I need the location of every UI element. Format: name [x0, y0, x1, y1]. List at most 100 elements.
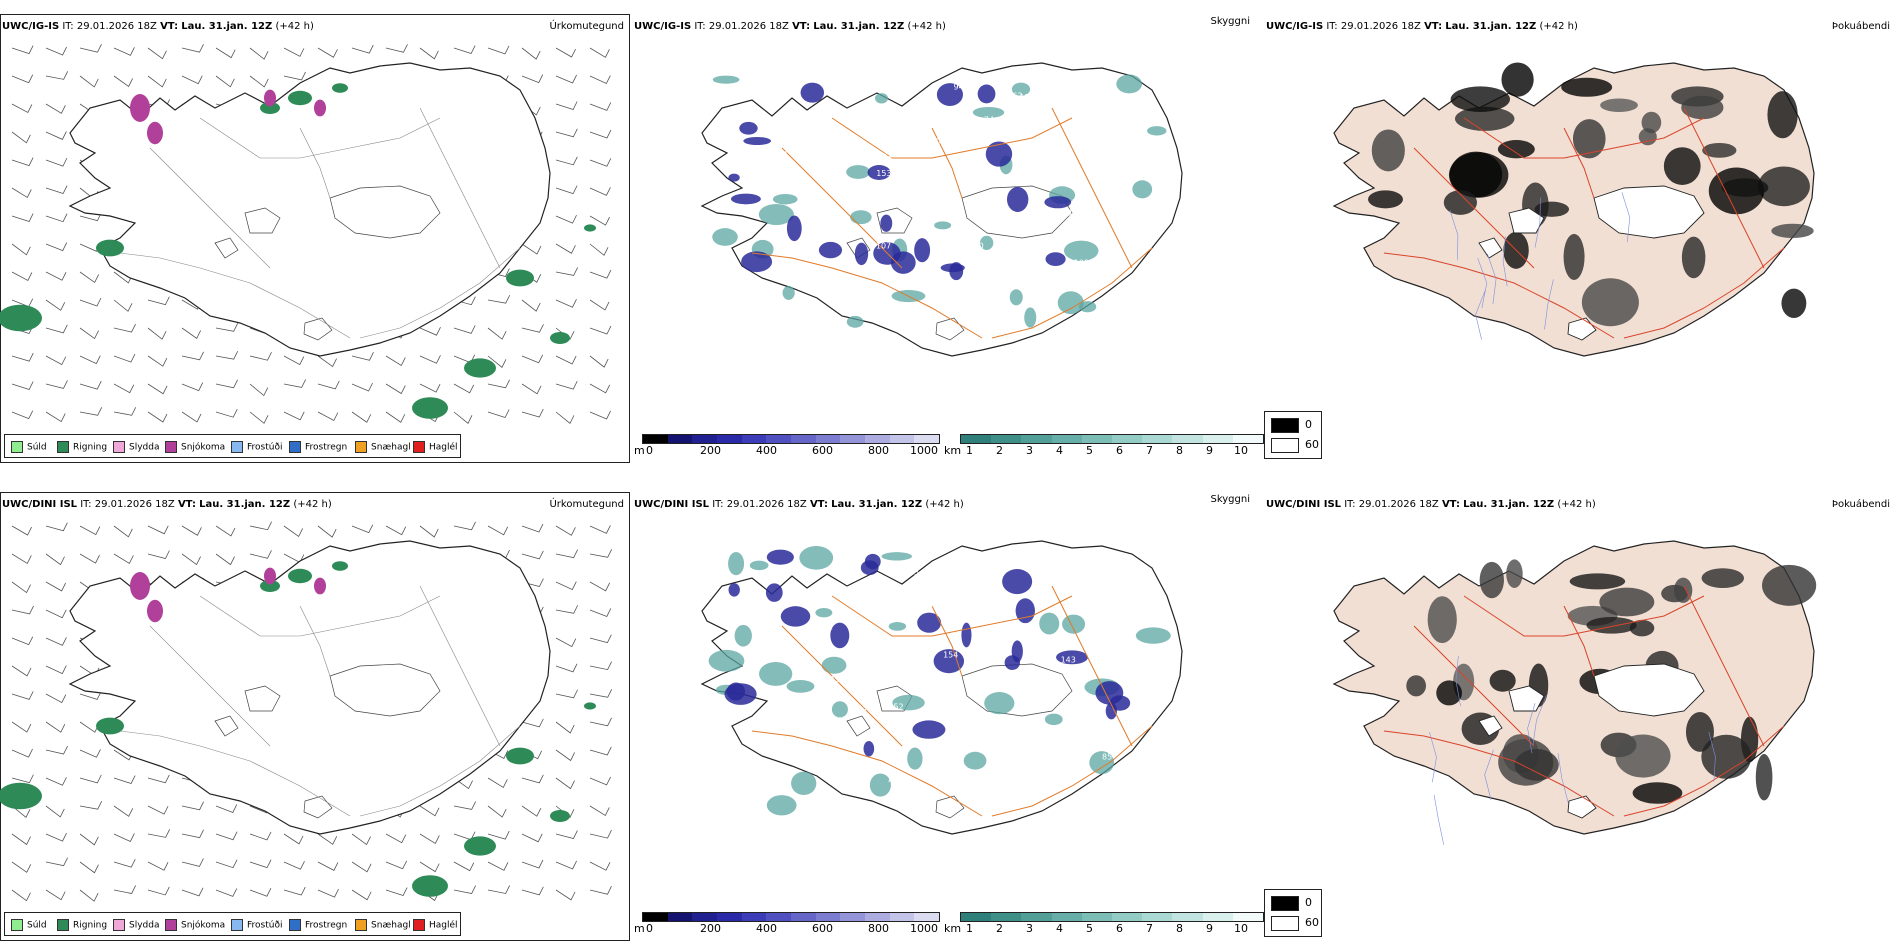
- fog-area: [1767, 91, 1798, 139]
- fog-area: [1781, 288, 1807, 318]
- wind-barb: [45, 71, 69, 80]
- cloud-base-labels: 165 152 144 201 80 61 92 138 154 143 89 85 117 83 99 95…: [760, 567, 1112, 790]
- wind-barb: [555, 689, 578, 699]
- wind-barb: [521, 523, 544, 533]
- river-line: [1532, 695, 1547, 746]
- wind-barb: [113, 885, 137, 894]
- wind-barb: [589, 549, 613, 558]
- fog-area: [1673, 577, 1693, 603]
- road-line: [1683, 585, 1765, 747]
- wind-barb: [317, 355, 337, 368]
- wind-barb: [453, 325, 476, 334]
- wind-barb: [555, 299, 577, 308]
- glacier-outline: [961, 185, 1073, 239]
- legend-swatch: [413, 441, 425, 453]
- wind-barb: [181, 327, 202, 339]
- fog-area: [1454, 106, 1515, 131]
- wind-barb: [555, 47, 576, 58]
- fog-area: [1681, 95, 1724, 120]
- lead-time: (+42 h): [907, 21, 946, 32]
- precip-panel-title: Úrkomutegund: [549, 21, 624, 32]
- wind-barb: [11, 74, 34, 84]
- wind-barb: [521, 299, 541, 312]
- legend-swatch: [355, 919, 367, 931]
- visibility-tick: 6: [1116, 444, 1123, 457]
- height-tick: 200: [700, 922, 721, 935]
- height-tick: 600: [812, 444, 833, 457]
- height-tick: 400: [756, 444, 777, 457]
- fog-map: [1332, 540, 1817, 845]
- wind-barb: [11, 187, 32, 199]
- cloud-base-label: 109: [1074, 259, 1089, 268]
- visibility-area: [749, 560, 769, 571]
- fog-legend-high: 60: [1305, 438, 1319, 451]
- fog-area: [1572, 119, 1606, 159]
- cloud-base-label: 165: [904, 568, 919, 577]
- wind-barb: [45, 324, 68, 334]
- low-cloud-area: [1044, 196, 1072, 209]
- fog-shading: [1368, 62, 1814, 327]
- visibility-area: [972, 106, 1005, 118]
- road-line: [1413, 625, 1535, 747]
- cloud-base-label: 67: [858, 680, 868, 689]
- wind-barb: [589, 325, 612, 335]
- wind-barb: [79, 327, 99, 340]
- wind-barb: [11, 271, 33, 281]
- precip-map: [0, 521, 613, 902]
- road-network: [119, 107, 521, 339]
- visibility-area: [1011, 82, 1031, 96]
- wind-barb: [45, 242, 68, 252]
- visibility-tick: 10: [1234, 922, 1248, 935]
- wind-barb: [555, 411, 575, 424]
- fog-indicator-panel: UWC/IG-IS IT: 29.01.2026 18Z VT: Lau. 31…: [1264, 14, 1894, 464]
- fog-area: [1479, 561, 1504, 599]
- legend-swatch: [113, 441, 125, 453]
- road-line: [359, 247, 521, 339]
- wind-barb: [453, 885, 477, 894]
- visibility-area: [712, 228, 738, 246]
- visibility-area: [1044, 713, 1063, 726]
- fog-area: [1501, 62, 1534, 97]
- wind-barb: [215, 323, 239, 332]
- road-network: [751, 585, 1153, 817]
- panel-header: UWC/DINI ISL IT: 29.01.2026 18Z VT: Lau.…: [634, 499, 964, 510]
- height-unit: m: [634, 444, 645, 457]
- river-network: [1449, 192, 1631, 340]
- wind-barb: [385, 411, 406, 423]
- fog-area: [1581, 278, 1639, 327]
- panel-header: UWC/IG-IS IT: 29.01.2026 18Z VT: Lau. 31…: [634, 21, 946, 32]
- visibility-area: [1024, 307, 1037, 328]
- height-tick: 0: [646, 922, 653, 935]
- road-line: [991, 247, 1153, 339]
- wind-barb: [555, 860, 577, 870]
- cloud-visibility-panel: UWC/IG-IS IT: 29.01.2026 18Z VT: Lau. 31…: [632, 14, 1264, 464]
- cloud-base-label: 119: [825, 675, 840, 684]
- cloud-base-label: 100: [931, 137, 946, 146]
- fog-area: [1406, 675, 1427, 697]
- river-line: [1557, 753, 1569, 804]
- wind-barb: [147, 327, 167, 340]
- visibility-area: [766, 795, 797, 816]
- fog-area: [1758, 166, 1810, 207]
- glacier-outlines: [214, 663, 441, 819]
- wind-barb: [589, 689, 613, 698]
- road-network: [119, 585, 521, 817]
- legend-item-frostudi: Frostúði: [231, 441, 282, 453]
- height-tick: 800: [868, 444, 889, 457]
- wind-barb: [521, 805, 542, 817]
- wind-barb: [351, 411, 372, 423]
- fog-area: [1534, 201, 1570, 217]
- visibility-area: [846, 315, 864, 328]
- cloud-base-label: 57: [777, 151, 787, 160]
- wind-barb: [11, 665, 32, 677]
- wind-barb: [147, 355, 168, 367]
- road-line: [299, 605, 331, 677]
- wind-barb: [589, 634, 612, 644]
- panel-header: UWC/IG-IS IT: 29.01.2026 18Z VT: Lau. 31…: [2, 21, 314, 32]
- low-cloud-area: [730, 193, 761, 205]
- wind-barb: [79, 774, 102, 784]
- road-line: [751, 730, 983, 817]
- low-cloud-area: [933, 649, 965, 674]
- wind-barb: [521, 408, 544, 418]
- height-tick: 1000: [910, 444, 938, 457]
